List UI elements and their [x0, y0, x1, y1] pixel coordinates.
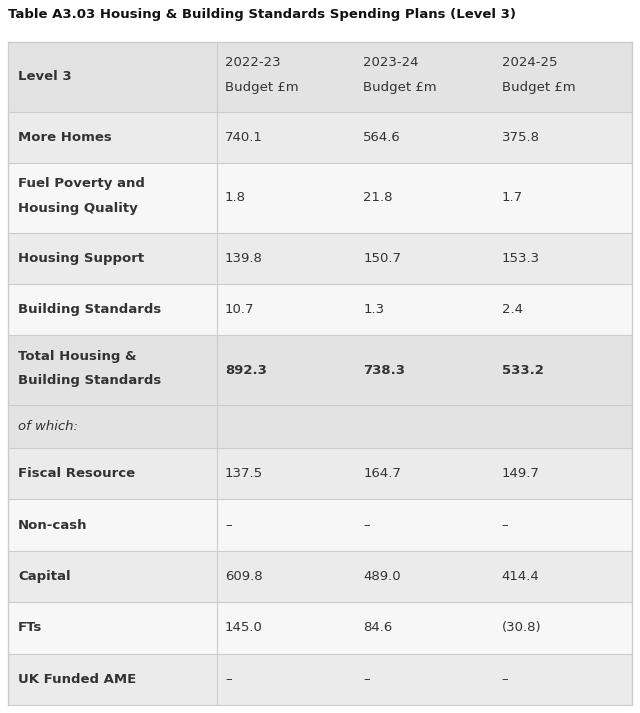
Text: 2.4: 2.4 [502, 303, 523, 317]
Bar [8, 163, 632, 232]
Bar [8, 448, 632, 499]
Text: Budget £m: Budget £m [225, 81, 299, 93]
Text: of which:: of which: [18, 420, 78, 433]
Text: 10.7: 10.7 [225, 303, 255, 317]
Bar [8, 336, 632, 405]
Text: Budget £m: Budget £m [502, 81, 575, 93]
Text: Capital: Capital [18, 570, 70, 583]
Text: 149.7: 149.7 [502, 467, 540, 480]
Text: 2023-24: 2023-24 [364, 56, 419, 69]
Bar [8, 499, 632, 550]
Text: 375.8: 375.8 [502, 130, 540, 144]
Text: Fuel Poverty and: Fuel Poverty and [18, 178, 145, 190]
Text: 137.5: 137.5 [225, 467, 263, 480]
Text: 153.3: 153.3 [502, 252, 540, 265]
Text: 164.7: 164.7 [364, 467, 401, 480]
Text: 1.3: 1.3 [364, 303, 385, 317]
Text: –: – [364, 673, 370, 686]
Text: Table A3.03 Housing & Building Standards Spending Plans (Level 3): Table A3.03 Housing & Building Standards… [8, 8, 516, 21]
Bar [8, 42, 632, 112]
Text: 414.4: 414.4 [502, 570, 540, 583]
Text: 139.8: 139.8 [225, 252, 263, 265]
Text: –: – [502, 673, 508, 686]
Text: 1.7: 1.7 [502, 191, 523, 205]
Bar [8, 602, 632, 654]
Text: 1.8: 1.8 [225, 191, 246, 205]
Bar [8, 405, 632, 448]
Text: 609.8: 609.8 [225, 570, 262, 583]
Bar [8, 284, 632, 336]
Text: 489.0: 489.0 [364, 570, 401, 583]
Text: 738.3: 738.3 [364, 364, 405, 376]
Text: 150.7: 150.7 [364, 252, 401, 265]
Text: Non-cash: Non-cash [18, 518, 88, 532]
Bar [8, 550, 632, 602]
Text: –: – [225, 518, 232, 532]
Text: FTs: FTs [18, 622, 42, 635]
Text: UK Funded AME: UK Funded AME [18, 673, 136, 686]
Bar [8, 654, 632, 705]
Text: 892.3: 892.3 [225, 364, 267, 376]
Text: 21.8: 21.8 [364, 191, 393, 205]
Bar [8, 232, 632, 284]
Bar [8, 112, 632, 163]
Text: Housing Support: Housing Support [18, 252, 144, 265]
Text: –: – [225, 673, 232, 686]
Text: 2024-25: 2024-25 [502, 56, 557, 69]
Text: More Homes: More Homes [18, 130, 112, 144]
Text: 533.2: 533.2 [502, 364, 543, 376]
Text: Level 3: Level 3 [18, 71, 72, 83]
Text: (30.8): (30.8) [502, 622, 541, 635]
Text: Housing Quality: Housing Quality [18, 202, 138, 215]
Text: Building Standards: Building Standards [18, 303, 161, 317]
Text: Building Standards: Building Standards [18, 374, 161, 387]
Text: 740.1: 740.1 [225, 130, 263, 144]
Text: 564.6: 564.6 [364, 130, 401, 144]
Text: –: – [364, 518, 370, 532]
Text: 145.0: 145.0 [225, 622, 263, 635]
Text: Budget £m: Budget £m [364, 81, 437, 93]
Text: Fiscal Resource: Fiscal Resource [18, 467, 135, 480]
Text: 84.6: 84.6 [364, 622, 392, 635]
Text: Total Housing &: Total Housing & [18, 350, 136, 363]
Text: 2022-23: 2022-23 [225, 56, 281, 69]
Text: –: – [502, 518, 508, 532]
